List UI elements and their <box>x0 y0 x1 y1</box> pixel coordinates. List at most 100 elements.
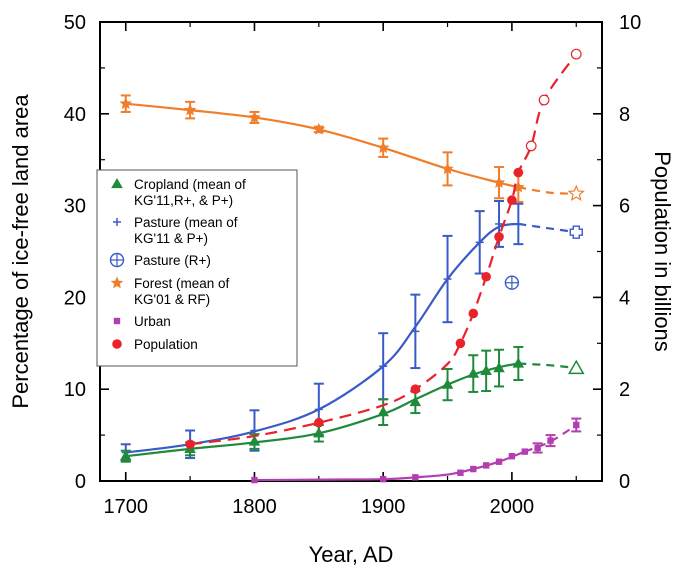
legend-label: Forest (mean of <box>134 276 230 291</box>
marker-shape <box>480 364 492 375</box>
marker-shape <box>493 362 505 373</box>
marker-shape <box>412 474 419 481</box>
data-point <box>573 421 580 429</box>
legend-item-5: Population <box>112 337 198 352</box>
data-point-projected <box>567 359 585 375</box>
x-tick-label: 1800 <box>232 496 277 518</box>
data-point <box>409 396 422 407</box>
marker-shape <box>521 448 528 455</box>
y-left-tick-label: 40 <box>64 104 86 126</box>
data-point <box>185 439 195 450</box>
y-left-tick-label: 30 <box>64 196 86 218</box>
marker-shape <box>538 94 550 106</box>
y-right-tick-label: 10 <box>619 12 641 34</box>
legend-label: Urban <box>134 314 171 329</box>
data-point-projected <box>525 140 537 152</box>
marker-shape <box>455 338 466 349</box>
marker-shape <box>457 469 464 476</box>
data-point <box>482 462 490 469</box>
marker-shape <box>183 103 197 116</box>
marker-shape <box>567 184 585 201</box>
marker-shape <box>525 140 537 152</box>
marker-shape <box>113 317 121 325</box>
y-axis-right-label: Population in billions <box>650 151 675 352</box>
marker-shape <box>379 475 387 483</box>
data-point <box>119 97 132 110</box>
data-point <box>467 367 480 378</box>
marker-shape <box>409 396 422 407</box>
data-point <box>379 362 388 371</box>
legend-box <box>96 169 298 367</box>
series-line-projected <box>518 186 577 195</box>
marker-shape <box>111 177 123 189</box>
legend-marker <box>113 218 121 226</box>
marker-shape <box>534 444 541 452</box>
y-left-tick-label: 50 <box>64 12 86 34</box>
marker-shape <box>569 225 583 239</box>
series-1 <box>120 200 583 462</box>
data-point <box>377 406 389 417</box>
data-point <box>514 219 523 228</box>
series-line-projected <box>518 222 577 234</box>
data-point <box>379 475 387 483</box>
data-point <box>250 426 259 435</box>
data-point <box>504 275 520 290</box>
y-left-tick-label: 0 <box>75 471 86 493</box>
marker-shape <box>314 417 324 428</box>
marker-shape <box>567 359 585 375</box>
marker-shape <box>495 458 503 465</box>
data-point <box>470 465 477 473</box>
data-point <box>119 450 132 461</box>
data-point <box>441 162 454 175</box>
marker-shape <box>512 357 525 368</box>
data-point <box>457 469 464 476</box>
marker-shape <box>119 97 132 110</box>
legend-label: Population <box>134 337 198 352</box>
data-point <box>495 219 504 228</box>
marker-shape <box>482 462 490 469</box>
marker-shape <box>573 421 580 429</box>
series-5 <box>185 48 582 450</box>
legend-item-2: Pasture (R+) <box>109 252 211 268</box>
data-point <box>412 474 419 481</box>
marker-shape <box>570 48 582 60</box>
data-point <box>468 308 479 319</box>
data-point <box>495 458 503 465</box>
y-right-tick-label: 6 <box>619 196 630 218</box>
y-right-tick-label: 4 <box>619 287 630 309</box>
marker-shape <box>547 437 554 444</box>
data-point <box>312 122 326 135</box>
y-right-tick-label: 2 <box>619 379 630 401</box>
marker-shape <box>376 141 390 154</box>
data-point <box>251 476 258 484</box>
marker-shape <box>441 378 454 389</box>
marker-shape <box>494 232 504 242</box>
legend-marker <box>109 252 125 268</box>
marker-shape <box>508 453 516 460</box>
data-point-projected <box>569 225 583 239</box>
marker-shape <box>377 406 389 417</box>
series-line <box>125 102 519 189</box>
data-point-projected <box>538 94 550 106</box>
legend-label: Cropland (mean of <box>134 177 246 192</box>
marker-shape <box>110 276 124 289</box>
x-tick-label: 2000 <box>490 496 535 518</box>
legend-marker <box>111 177 123 189</box>
x-axis-label: Year, AD <box>309 542 394 567</box>
legend-label: Pasture (mean of <box>134 215 238 230</box>
data-point <box>512 357 525 368</box>
data-point <box>183 103 197 116</box>
series-line <box>254 450 526 482</box>
y-axis-left-label: Percentage of ice-free land area <box>8 94 33 409</box>
data-point <box>475 238 484 247</box>
data-point <box>534 444 541 452</box>
data-point <box>411 327 420 336</box>
data-point <box>313 427 325 438</box>
marker-shape <box>248 110 261 123</box>
legend-label: Pasture (R+) <box>134 253 211 268</box>
marker-shape <box>410 384 421 395</box>
marker-shape <box>312 122 326 135</box>
